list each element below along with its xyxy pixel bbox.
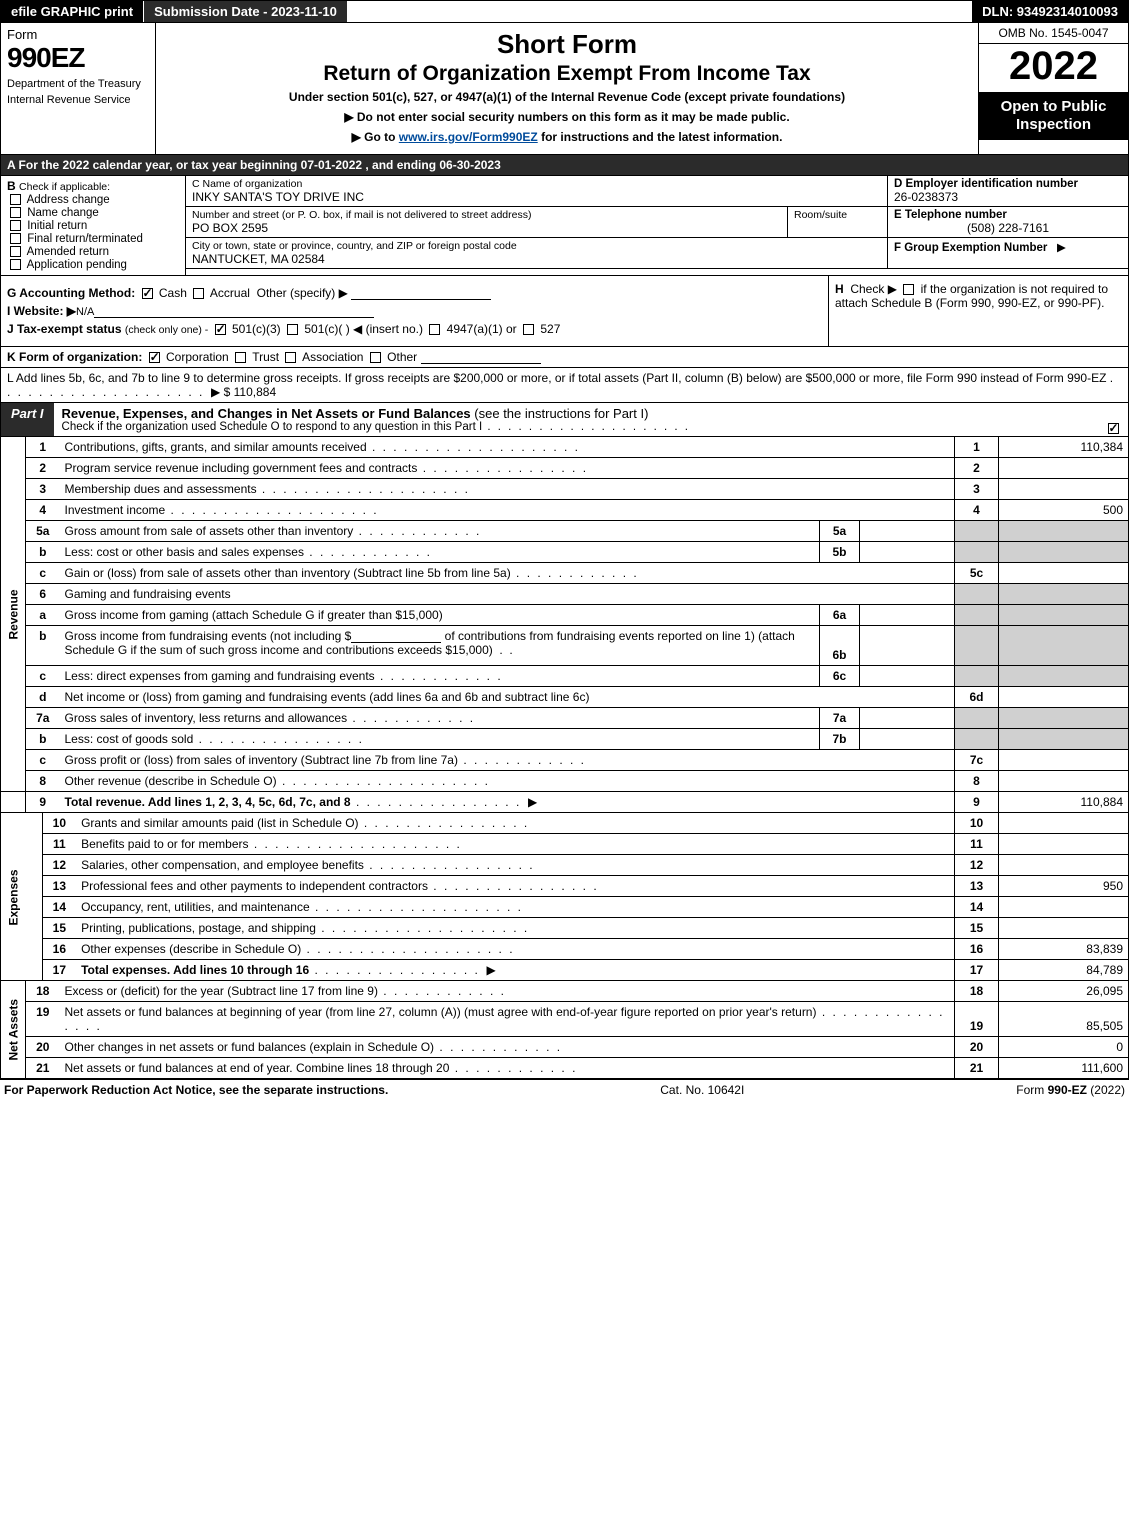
title-short-form: Short Form (164, 29, 970, 60)
title-subtitle: Under section 501(c), 527, or 4947(a)(1)… (164, 90, 970, 104)
section-c-name: C Name of organization INKY SANTA'S TOY … (186, 176, 888, 206)
chk-trust[interactable] (235, 352, 246, 363)
line-5c-value (999, 563, 1129, 584)
irs-link[interactable]: www.irs.gov/Form990EZ (399, 130, 538, 144)
cat-no: Cat. No. 10642I (660, 1083, 744, 1097)
section-ghij: G Accounting Method: Cash Accrual Other … (0, 276, 1129, 347)
line-20-value: 0 (999, 1037, 1129, 1058)
chk-initial-return[interactable]: Initial return (7, 220, 179, 232)
expenses-table: Expenses 10 Grants and similar amounts p… (0, 813, 1129, 981)
chk-501c3[interactable] (215, 324, 226, 335)
chk-application-pending[interactable]: Application pending (7, 259, 179, 271)
chk-association[interactable] (285, 352, 296, 363)
section-k: K Form of organization: Corporation Trus… (0, 347, 1129, 368)
section-g: G Accounting Method: Cash Accrual Other … (7, 286, 822, 300)
chk-address-change[interactable]: Address change (7, 194, 179, 206)
tax-year: 2022 (979, 44, 1128, 92)
line-8-value (999, 771, 1129, 792)
ein-value: 26-0238373 (894, 190, 1122, 204)
form-id-block: Form 990EZ Department of the Treasury In… (1, 23, 156, 154)
line-16-value: 83,839 (999, 939, 1129, 960)
expenses-vlabel: Expenses (1, 813, 43, 981)
org-name: INKY SANTA'S TOY DRIVE INC (192, 190, 881, 204)
dln-label: DLN: 93492314010093 (972, 1, 1128, 22)
section-e-phone: E Telephone number (508) 228-7161 (888, 207, 1128, 237)
line-2-value (999, 458, 1129, 479)
header-right: OMB No. 1545-0047 2022 Open to Public In… (978, 23, 1128, 154)
net-assets-vlabel: Net Assets (1, 981, 26, 1079)
section-l: L Add lines 5b, 6c, and 7b to line 9 to … (0, 368, 1129, 403)
line-1-value: 110,384 (999, 437, 1129, 458)
chk-corporation[interactable] (149, 352, 160, 363)
line-3-value (999, 479, 1129, 500)
efile-print-button[interactable]: efile GRAPHIC print (1, 1, 144, 22)
line-13-value: 950 (999, 876, 1129, 897)
identity-block: B Check if applicable: Address change Na… (0, 176, 1129, 276)
section-a-tax-year: A For the 2022 calendar year, or tax yea… (0, 155, 1129, 176)
line-15-value (999, 918, 1129, 939)
section-j: J Tax-exempt status (check only one) - 5… (7, 322, 822, 336)
street-value: PO BOX 2595 (192, 221, 781, 235)
gross-receipts: 110,884 (234, 385, 277, 399)
city-value: NANTUCKET, MA 02584 (192, 252, 881, 266)
goto-note: ▶ Go to www.irs.gov/Form990EZ for instru… (164, 130, 970, 144)
form-header: Form 990EZ Department of the Treasury In… (0, 23, 1129, 155)
city-cell: City or town, state or province, country… (186, 238, 888, 268)
line-10-value (999, 813, 1129, 834)
line-7c-value (999, 750, 1129, 771)
chk-final-return[interactable]: Final return/terminated (7, 233, 179, 245)
submission-date: Submission Date - 2023-11-10 (144, 1, 348, 22)
part-1-header: Part I Revenue, Expenses, and Changes in… (0, 403, 1129, 437)
line-19-value: 85,505 (999, 1002, 1129, 1037)
chk-4947[interactable] (429, 324, 440, 335)
room-cell: Room/suite (788, 207, 888, 237)
ssn-warning: ▶ Do not enter social security numbers o… (164, 110, 970, 124)
form-ref: Form 990-EZ (2022) (1016, 1083, 1125, 1097)
chk-other-org[interactable] (370, 352, 381, 363)
dept-irs: Internal Revenue Service (7, 94, 149, 106)
form-title-block: Short Form Return of Organization Exempt… (156, 23, 978, 154)
open-to-public: Open to Public Inspection (979, 92, 1128, 140)
section-b: B Check if applicable: Address change Na… (1, 176, 186, 275)
line-12-value (999, 855, 1129, 876)
title-return: Return of Organization Exempt From Incom… (164, 62, 970, 86)
net-assets-table: Net Assets 18 Excess or (deficit) for th… (0, 981, 1129, 1079)
revenue-table: Revenue 1 Contributions, gifts, grants, … (0, 437, 1129, 813)
form-number: 990EZ (7, 42, 149, 74)
section-f-group: F Group Exemption Number ▶ (888, 238, 1128, 268)
page-footer: For Paperwork Reduction Act Notice, see … (0, 1079, 1129, 1100)
omb-number: OMB No. 1545-0047 (979, 23, 1128, 44)
paperwork-notice: For Paperwork Reduction Act Notice, see … (4, 1083, 388, 1097)
line-21-value: 111,600 (999, 1058, 1129, 1079)
part-1-tag: Part I (1, 403, 54, 436)
chk-accrual[interactable] (193, 288, 204, 299)
chk-amended-return[interactable]: Amended return (7, 246, 179, 258)
chk-name-change[interactable]: Name change (7, 207, 179, 219)
chk-501c[interactable] (287, 324, 298, 335)
line-6d-value (999, 687, 1129, 708)
section-i: I Website: ▶N/A (7, 304, 822, 318)
line-14-value (999, 897, 1129, 918)
dept-treasury: Department of the Treasury (7, 78, 149, 90)
section-d-ein: D Employer identification number 26-0238… (888, 176, 1128, 206)
chk-schedule-b[interactable] (903, 284, 914, 295)
chk-527[interactable] (523, 324, 534, 335)
form-word: Form (7, 27, 37, 42)
top-bar: efile GRAPHIC print Submission Date - 20… (0, 0, 1129, 23)
line-11-value (999, 834, 1129, 855)
line-9-value: 110,884 (999, 792, 1129, 813)
section-h: H Check ▶ if the organization is not req… (828, 276, 1128, 346)
phone-value: (508) 228-7161 (894, 221, 1122, 235)
line-17-value: 84,789 (999, 960, 1129, 981)
revenue-vlabel: Revenue (1, 437, 26, 792)
website-value: N/A (76, 306, 94, 318)
chk-schedule-o[interactable] (1108, 423, 1119, 434)
chk-cash[interactable] (142, 288, 153, 299)
line-4-value: 500 (999, 500, 1129, 521)
street-cell: Number and street (or P. O. box, if mail… (186, 207, 788, 237)
line-18-value: 26,095 (999, 981, 1129, 1002)
